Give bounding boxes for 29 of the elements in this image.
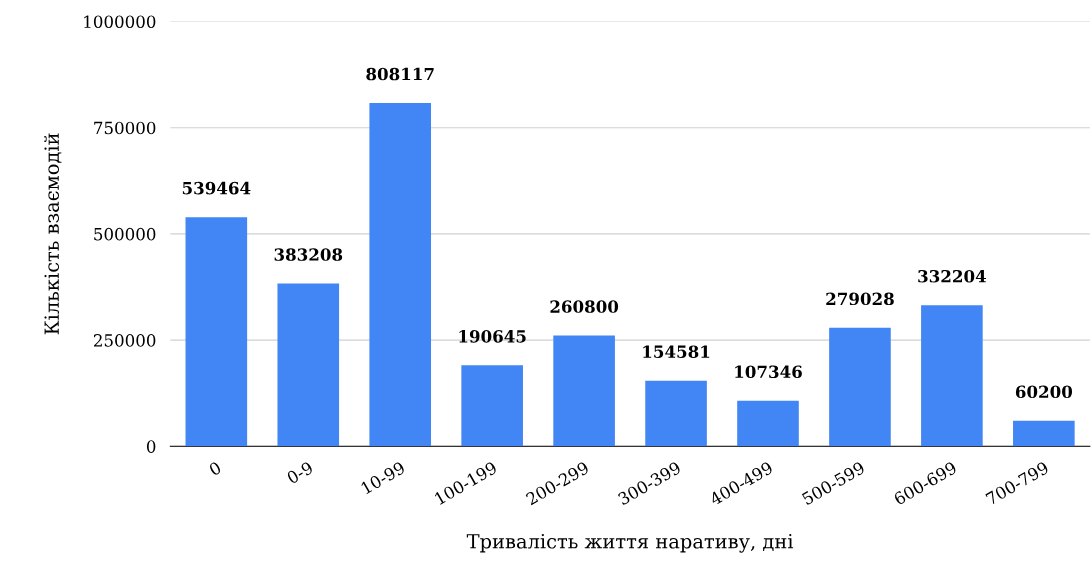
data-label: 60200 — [1015, 385, 1073, 399]
x-axis-title: Тривалість життя наративу, дні — [466, 534, 794, 553]
bar — [553, 335, 615, 447]
data-label: 190645 — [459, 330, 526, 343]
bar — [369, 103, 432, 447]
data-label: 383208 — [274, 248, 343, 261]
bar — [737, 400, 799, 447]
data-label: 539464 — [182, 181, 251, 195]
y-tick-label: 1000000 — [84, 15, 156, 29]
bar — [921, 305, 983, 447]
data-label: 107346 — [735, 365, 802, 379]
bar — [461, 365, 523, 447]
bar — [829, 327, 891, 447]
x-tick-label: 0 — [208, 461, 222, 477]
data-label: 332204 — [918, 269, 986, 283]
y-axis-title: Кількість взаємодій — [44, 133, 62, 335]
y-tick-label: 500000 — [94, 227, 156, 241]
y-tick-label: 0 — [146, 440, 156, 453]
data-label: 279028 — [826, 292, 894, 306]
data-label: 154581 — [643, 345, 710, 358]
data-label: 260800 — [550, 300, 619, 313]
data-label: 808117 — [366, 67, 434, 81]
bar — [645, 380, 707, 447]
y-tick-label: 250000 — [93, 334, 156, 347]
bar — [277, 283, 340, 447]
y-tick-label: 750000 — [94, 121, 156, 135]
bar — [1013, 420, 1075, 447]
x-tick-label: 0-9 — [286, 461, 314, 485]
bar — [185, 217, 248, 447]
